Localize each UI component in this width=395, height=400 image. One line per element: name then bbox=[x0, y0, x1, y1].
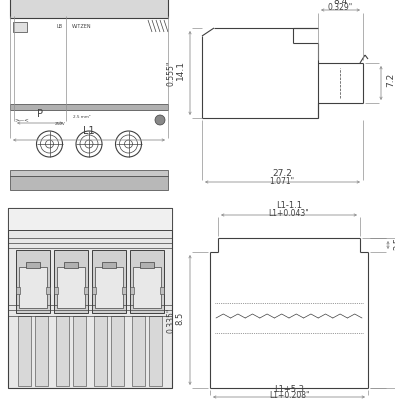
Bar bbox=[140, 262, 154, 268]
Bar bbox=[8, 208, 172, 388]
Text: 0.335": 0.335" bbox=[167, 307, 175, 333]
Bar bbox=[130, 250, 164, 313]
Bar bbox=[54, 250, 88, 313]
Bar bbox=[95, 267, 123, 308]
Bar bbox=[56, 316, 69, 386]
Text: 2.5 mm²: 2.5 mm² bbox=[73, 115, 91, 119]
Bar bbox=[130, 286, 134, 294]
Bar bbox=[10, 176, 168, 190]
Bar bbox=[64, 262, 78, 268]
Text: 8.5: 8.5 bbox=[175, 311, 184, 325]
Bar bbox=[149, 316, 162, 386]
Bar bbox=[111, 316, 124, 386]
Circle shape bbox=[155, 115, 165, 125]
Bar bbox=[102, 262, 116, 268]
Bar bbox=[16, 250, 50, 313]
Bar bbox=[133, 267, 161, 308]
Text: 2.5: 2.5 bbox=[393, 236, 395, 250]
Bar bbox=[57, 267, 85, 308]
Bar bbox=[8, 208, 172, 230]
Text: 27.2: 27.2 bbox=[272, 170, 292, 178]
Bar bbox=[46, 286, 50, 294]
Bar bbox=[54, 286, 58, 294]
Bar bbox=[122, 286, 126, 294]
Text: >—<: >—< bbox=[15, 118, 29, 122]
Bar bbox=[73, 316, 86, 386]
Text: 8.4: 8.4 bbox=[333, 0, 348, 6]
Bar bbox=[92, 250, 126, 313]
Text: WITZEN: WITZEN bbox=[72, 24, 92, 28]
Bar bbox=[84, 286, 88, 294]
Bar bbox=[13, 22, 27, 32]
Text: LB: LB bbox=[57, 24, 63, 28]
Bar bbox=[10, 0, 168, 18]
Text: L1-1.1: L1-1.1 bbox=[276, 202, 302, 210]
Bar bbox=[160, 286, 164, 294]
Text: P: P bbox=[37, 109, 43, 119]
Bar bbox=[10, 170, 168, 176]
Text: 0.329": 0.329" bbox=[328, 4, 353, 12]
Text: L1+0.208": L1+0.208" bbox=[269, 392, 309, 400]
Text: L1+0.043": L1+0.043" bbox=[269, 208, 309, 218]
Bar bbox=[18, 316, 31, 386]
Text: 0.555": 0.555" bbox=[167, 60, 175, 86]
Bar bbox=[94, 316, 107, 386]
Bar bbox=[16, 286, 20, 294]
Text: 250V: 250V bbox=[55, 122, 66, 126]
Bar bbox=[19, 267, 47, 308]
Bar bbox=[35, 316, 48, 386]
Bar bbox=[132, 316, 145, 386]
Text: 7.2: 7.2 bbox=[386, 73, 395, 87]
Bar bbox=[26, 262, 40, 268]
Text: L1+5.3: L1+5.3 bbox=[274, 384, 304, 394]
Text: 14.1: 14.1 bbox=[175, 60, 184, 80]
Bar bbox=[10, 104, 168, 110]
Bar bbox=[92, 286, 96, 294]
Text: L1: L1 bbox=[83, 126, 95, 136]
Text: 1.071": 1.071" bbox=[269, 176, 295, 186]
